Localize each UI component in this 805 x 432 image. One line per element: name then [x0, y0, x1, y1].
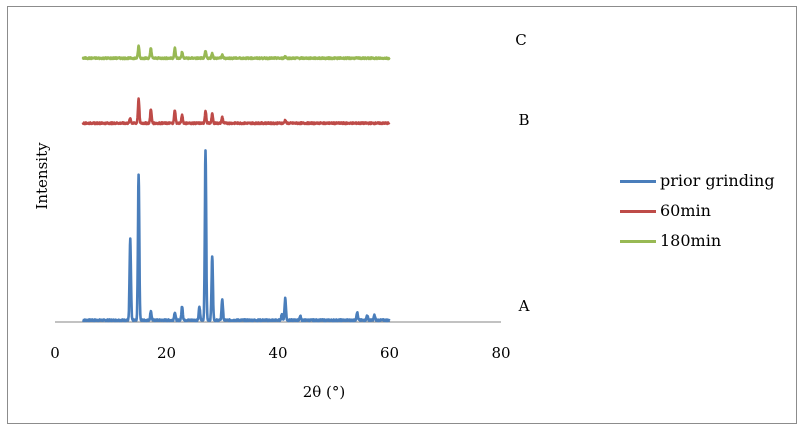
legend-label-60min: 60min [660, 201, 711, 220]
legend-label-180min: 180min [660, 231, 722, 250]
x-tick-label: 40 [268, 344, 287, 362]
x-tick-label: 60 [380, 344, 399, 362]
x-tick-labels: 0 20 40 60 80 [50, 344, 510, 362]
series-label-b: B [518, 111, 529, 129]
legend-item-180min: 180min [618, 231, 788, 261]
series-line-c [81, 44, 391, 61]
legend-swatch-60min [620, 210, 656, 213]
x-axis-title: 2θ (°) [303, 383, 346, 401]
legend-item-60min: 60min [618, 201, 788, 231]
series-line-b [81, 97, 391, 126]
legend: prior grinding 60min 180min [618, 171, 788, 261]
y-axis-title: Intensity [33, 142, 51, 210]
legend-item-prior-grinding: prior grinding [618, 171, 788, 201]
x-tick-label: 0 [50, 344, 60, 362]
series-label-c: C [515, 31, 526, 49]
series-label-a: A [518, 297, 530, 315]
series-layer [81, 44, 391, 323]
legend-swatch-180min [620, 240, 656, 243]
series-line-a [81, 149, 391, 323]
x-tick-label: 20 [157, 344, 176, 362]
x-tick-label: 80 [491, 344, 510, 362]
legend-label-prior-grinding: prior grinding [660, 171, 775, 190]
legend-swatch-prior-grinding [620, 180, 656, 183]
